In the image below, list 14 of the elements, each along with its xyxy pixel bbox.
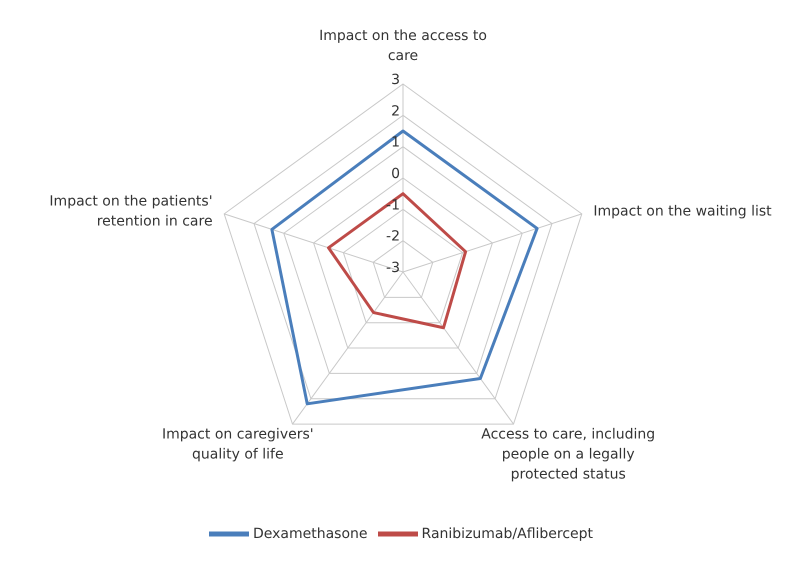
spoke-label: Access to care, including people on a legally protected status [481,426,656,483]
spoke-label: Impact on the access to care [319,28,487,64]
y-tick-label: 3 [391,72,400,88]
y-tick-label: -3 [386,260,400,276]
y-tick-label: 2 [391,103,400,120]
spoke-label: Impact on the patients' retention in care [49,193,213,230]
y-tick-label: -2 [386,228,400,245]
y-tick-label: 1 [391,134,400,151]
spoke-label: Impact on the waiting list [593,203,772,220]
y-tick-label: -1 [386,197,400,214]
y-tick-label: 0 [391,166,400,182]
legend-label: Dexamethasone [252,526,368,542]
spoke-label: Impact on caregivers' quality of life [162,426,314,463]
legend-label: Ranibizumab/Aflibercept [422,526,594,542]
